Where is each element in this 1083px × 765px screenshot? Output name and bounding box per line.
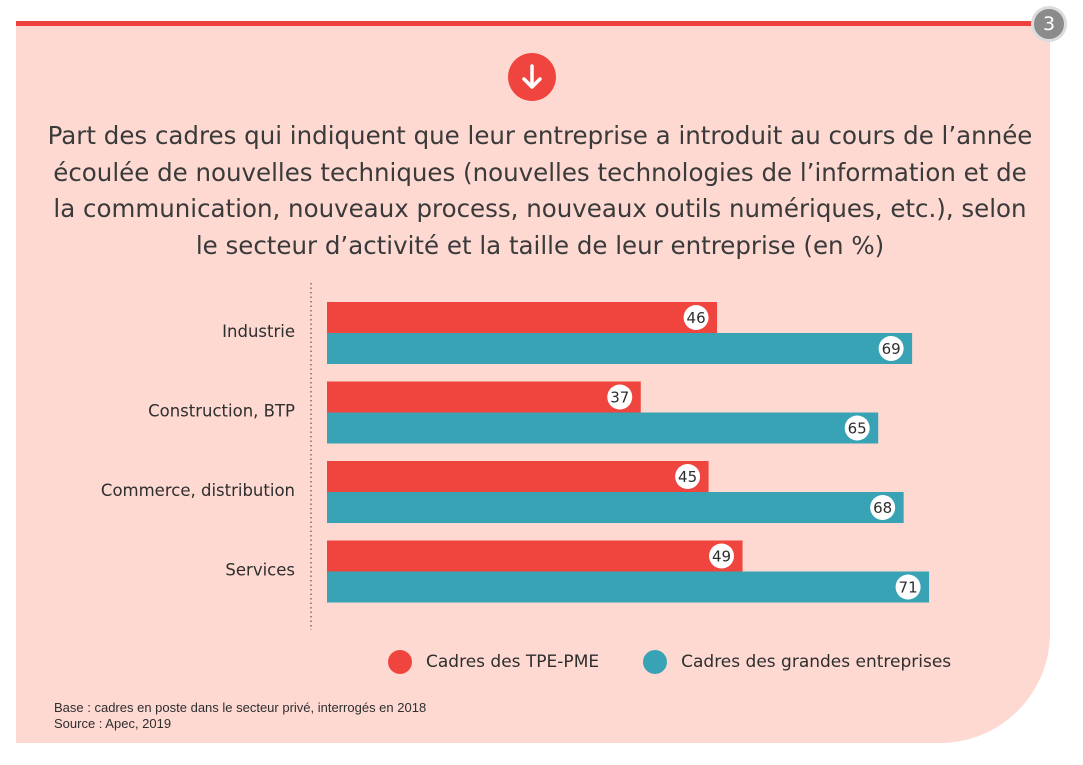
legend-item-grandes-entreprises: Cadres des grandes entreprises (643, 650, 951, 674)
data-label-bubble-commerce-distribution-grandes-entreprises (870, 495, 896, 520)
top-rule (16, 21, 1032, 26)
footnotes: Base : cadres en poste dans le secteur p… (54, 700, 426, 732)
data-label-bubble-industrie-tpe-pme (683, 305, 709, 330)
data-label-bubble-services-grandes-entreprises (895, 574, 921, 600)
legend-label-grandes-entreprises: Cadres des grandes entreprises (681, 652, 952, 672)
data-label-industrie-tpe-pme: 46 (687, 309, 706, 327)
base-note: Base : cadres en poste dans le secteur p… (54, 700, 427, 715)
data-label-industrie-grandes-entreprises: 69 (882, 340, 901, 358)
bar-services-tpe-pme (327, 540, 743, 572)
category-label-services: Services (225, 561, 295, 580)
category-label-industrie: Industrie (222, 322, 295, 341)
bar-construction-btp-tpe-pme (327, 381, 641, 413)
data-label-bubble-construction-btp-grandes-entreprises (844, 415, 870, 441)
bar-commerce-distribution-tpe-pme (327, 461, 709, 492)
category-label-commerce-distribution: Commerce, distribution (101, 481, 295, 500)
data-label-bubble-industrie-grandes-entreprises (878, 336, 904, 361)
bar-commerce-distribution-grandes-entreprises (327, 492, 904, 523)
page-number-badge: 3 (1031, 6, 1067, 42)
data-label-services-tpe-pme: 49 (712, 548, 731, 566)
source-note: Source : Apec, 2019 (54, 716, 172, 731)
bar-services-grandes-entreprises (327, 571, 930, 603)
data-label-bubble-commerce-distribution-tpe-pme (675, 464, 701, 489)
legend-swatch-tpe-pme (388, 650, 412, 674)
legend-swatch-grandes-entreprises (643, 650, 668, 674)
legend-label-tpe-pme: Cadres des TPE-PME (426, 652, 600, 672)
category-label-construction-btp: Construction, BTP (148, 402, 295, 421)
bar-industrie-tpe-pme (327, 302, 718, 333)
legend-item-tpe-pme: Cadres des TPE-PME (388, 650, 599, 674)
data-label-services-grandes-entreprises: 71 (899, 579, 918, 597)
data-label-commerce-distribution-grandes-entreprises: 68 (873, 499, 892, 517)
chart-title: Part des cadres qui indiquent que leur e… (47, 121, 1033, 260)
legend: Cadres des TPE-PME Cadres des grandes en… (388, 648, 995, 676)
bar-construction-btp-grandes-entreprises (327, 412, 879, 444)
bar-industrie-grandes-entreprises (327, 333, 913, 364)
arrow-down-icon (508, 53, 556, 101)
data-label-construction-btp-grandes-entreprises: 65 (848, 420, 867, 438)
data-label-bubble-construction-btp-tpe-pme (607, 384, 633, 410)
data-label-commerce-distribution-tpe-pme: 45 (678, 468, 697, 486)
data-label-construction-btp-tpe-pme: 37 (610, 389, 629, 407)
data-label-bubble-services-tpe-pme (709, 543, 735, 569)
